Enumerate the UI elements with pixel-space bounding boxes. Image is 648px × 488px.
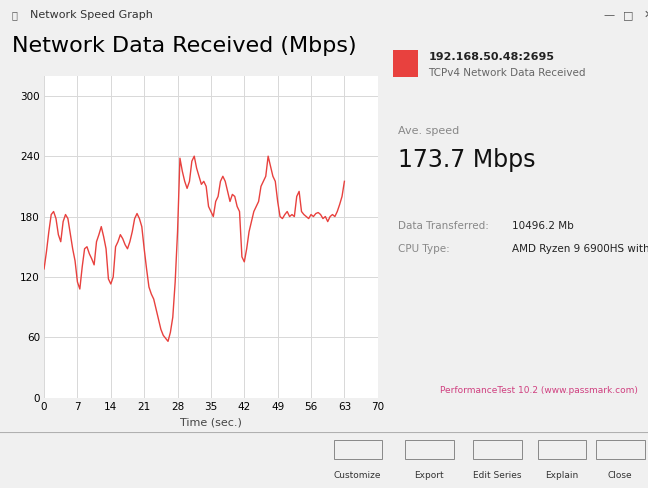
Text: □: □	[623, 10, 634, 20]
Text: Edit Series: Edit Series	[473, 471, 521, 480]
Text: Network Speed Graph: Network Speed Graph	[30, 10, 153, 20]
Text: Explain: Explain	[545, 471, 579, 480]
Text: Close: Close	[608, 471, 632, 480]
Text: —: —	[603, 10, 615, 20]
Text: PerformanceTest 10.2 (www.passmark.com): PerformanceTest 10.2 (www.passmark.com)	[441, 386, 638, 395]
Text: AMD Ryzen 9 6900HS with Radeon Graphics: AMD Ryzen 9 6900HS with Radeon Graphics	[512, 244, 648, 254]
Text: 173.7 Mbps: 173.7 Mbps	[398, 148, 536, 172]
Text: Data Transferred:: Data Transferred:	[398, 221, 489, 231]
Text: 🔧: 🔧	[12, 10, 17, 20]
Text: 192.168.50.48:2695: 192.168.50.48:2695	[428, 52, 555, 62]
X-axis label: Time (sec.): Time (sec.)	[180, 417, 242, 427]
Bar	[393, 50, 419, 78]
Text: ✕: ✕	[643, 10, 648, 20]
Text: Ave. speed: Ave. speed	[398, 125, 459, 136]
Text: TCPv4 Network Data Received: TCPv4 Network Data Received	[428, 68, 586, 78]
Text: Export: Export	[414, 471, 444, 480]
Text: 10496.2 Mb: 10496.2 Mb	[512, 221, 573, 231]
Text: Customize: Customize	[334, 471, 382, 480]
Text: CPU Type:: CPU Type:	[398, 244, 450, 254]
Text: Network Data Received (Mbps): Network Data Received (Mbps)	[12, 37, 356, 56]
